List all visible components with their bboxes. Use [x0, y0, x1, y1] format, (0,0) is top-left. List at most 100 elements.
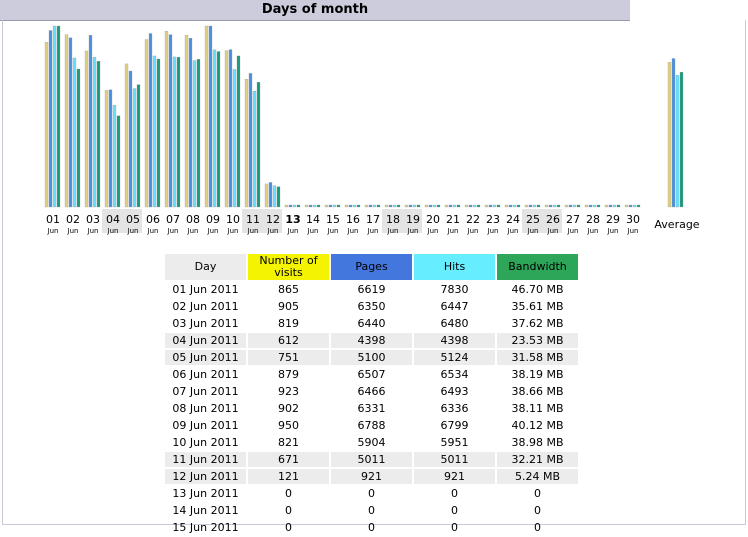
bandwidth-cell: 40.12 MB — [511, 419, 564, 432]
day-20-bandwidth-bar — [436, 204, 441, 208]
day-tick-label: 19 — [406, 213, 420, 226]
day-tick-label: 05 — [126, 213, 140, 226]
day-11-visits-bar — [244, 79, 249, 208]
day-16-bandwidth-bar — [356, 204, 361, 208]
day-20-pages-bar — [428, 204, 433, 208]
day-21-bandwidth-bar — [456, 204, 461, 208]
day-23-visits-bar — [484, 204, 489, 208]
visits-cell: 905 — [278, 300, 299, 313]
pages-cell: 0 — [368, 487, 375, 500]
table-row: 08 Jun 2011 902 6331 6336 38.11 MB — [165, 401, 578, 416]
day-24-pages-bar — [508, 204, 513, 208]
day-20-visits-bar — [424, 204, 429, 208]
header-hits: Hits — [414, 254, 495, 280]
day-tick-label: 18 — [386, 213, 400, 226]
day-13-visits-bar — [284, 204, 289, 208]
month-tick-label: Jun — [627, 227, 639, 235]
day-12-visits-bar — [264, 183, 269, 208]
table-row: 11 Jun 2011 671 5011 5011 32.21 MB — [165, 452, 578, 467]
weekend-label-bg — [102, 209, 122, 233]
day-01-pages-bar — [48, 30, 53, 208]
day-21-pages-bar — [448, 204, 453, 208]
day-09-pages-bar — [208, 25, 213, 208]
day-06-pages-bar — [148, 33, 153, 208]
hits-cell: 6534 — [440, 368, 469, 381]
month-tick-label: Jun — [167, 227, 179, 235]
day-tick-label: 24 — [506, 213, 520, 226]
hits-cell: 7830 — [440, 283, 469, 296]
day-13-pages-bar — [288, 204, 293, 208]
day-cell: 02 Jun 2011 — [172, 300, 239, 313]
weekend-label-bg — [402, 209, 422, 233]
day-08-hits-bar — [192, 60, 197, 208]
month-tick-label: Jun — [207, 227, 219, 235]
bandwidth-cell: 32.21 MB — [497, 452, 578, 467]
day-cell: 07 Jun 2011 — [172, 385, 239, 398]
visits-cell: 751 — [248, 350, 329, 365]
day-22-pages-bar — [468, 204, 473, 208]
day-tick-label: 07 — [166, 213, 180, 226]
bandwidth-cell: 0 — [534, 487, 541, 500]
day-cell: 14 Jun 2011 — [172, 504, 239, 517]
day-24-hits-bar — [512, 204, 517, 208]
day-tick-label: 28 — [586, 213, 600, 226]
pages-cell: 6331 — [357, 402, 386, 415]
day-15-bandwidth-bar — [336, 204, 341, 208]
month-tick-label: Jun — [67, 227, 79, 235]
day-28-hits-bar — [592, 204, 597, 208]
day-19-hits-bar — [412, 204, 417, 208]
day-17-pages-bar — [368, 204, 373, 208]
day-17-bandwidth-bar — [376, 204, 381, 208]
month-tick-label: Jun — [587, 227, 599, 235]
day-12-hits-bar — [272, 185, 277, 208]
day-tick-label: 04 — [106, 213, 120, 226]
month-tick-label: Jun — [267, 227, 279, 235]
day-18-bandwidth-bar — [396, 204, 401, 208]
day-cell: 10 Jun 2011 — [172, 436, 239, 449]
visits-cell: 879 — [278, 368, 299, 381]
day-05-pages-bar — [128, 70, 133, 208]
day-30-visits-bar — [624, 204, 629, 208]
average-hits-bar — [675, 75, 680, 208]
day-27-hits-bar — [572, 204, 577, 208]
day-27-pages-bar — [568, 204, 573, 208]
day-tick-label: 11 — [246, 213, 260, 226]
day-tick-label: 15 — [326, 213, 340, 226]
pages-cell: 0 — [368, 504, 375, 517]
day-tick-label: 29 — [606, 213, 620, 226]
day-26-visits-bar — [544, 204, 549, 208]
header-visits: Number of visits — [248, 254, 329, 280]
hits-cell: 6447 — [440, 300, 469, 313]
header-day: Day — [165, 254, 246, 280]
month-tick-label: Jun — [87, 227, 99, 235]
day-10-visits-bar — [224, 50, 229, 208]
day-13-bandwidth-bar — [296, 204, 301, 208]
day-11-hits-bar — [252, 91, 257, 208]
day-cell: 09 Jun 2011 — [172, 419, 239, 432]
average-pages-bar — [671, 58, 676, 208]
month-tick-label: Jun — [367, 227, 379, 235]
bandwidth-cell: 35.61 MB — [511, 300, 564, 313]
average-bandwidth-bar — [679, 71, 684, 208]
day-cell: 13 Jun 2011 — [172, 487, 239, 500]
day-10-hits-bar — [232, 69, 237, 208]
month-tick-label: Jun — [427, 227, 439, 235]
table-row: 14 Jun 2011 0 0 0 0 — [165, 503, 578, 518]
day-25-pages-bar — [528, 204, 533, 208]
average-label: Average — [654, 218, 699, 231]
day-30-pages-bar — [628, 204, 633, 208]
day-19-visits-bar — [404, 204, 409, 208]
day-10-bandwidth-bar — [236, 55, 241, 208]
pages-cell: 6619 — [357, 283, 386, 296]
visits-cell: 0 — [285, 504, 292, 517]
day-15-pages-bar — [328, 204, 333, 208]
day-cell: 11 Jun 2011 — [165, 452, 246, 467]
day-16-visits-bar — [344, 204, 349, 208]
day-tick-label: 21 — [446, 213, 460, 226]
day-cell: 03 Jun 2011 — [172, 317, 239, 330]
month-tick-label: Jun — [607, 227, 619, 235]
day-04-hits-bar — [112, 105, 117, 208]
day-19-pages-bar — [408, 204, 413, 208]
day-02-visits-bar — [64, 34, 69, 208]
day-cell: 06 Jun 2011 — [172, 368, 239, 381]
